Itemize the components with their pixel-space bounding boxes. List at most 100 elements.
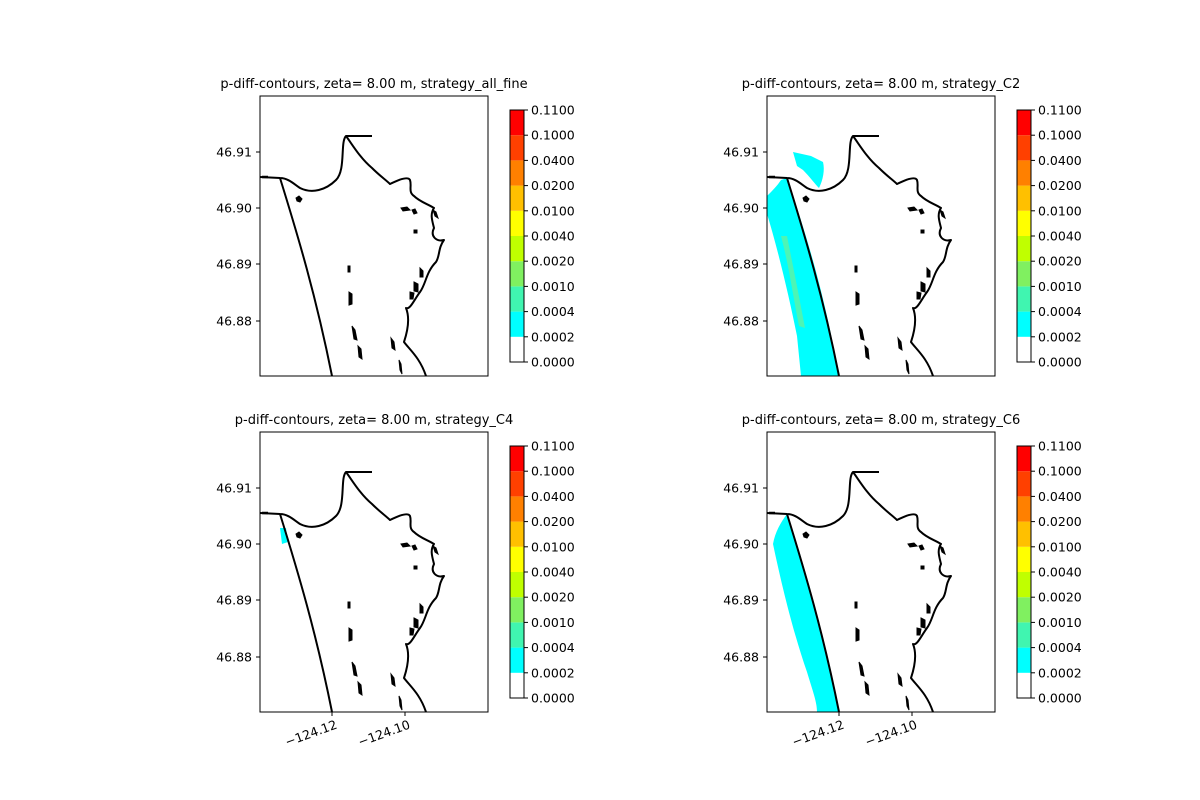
- colorbar-segment: [1017, 496, 1031, 522]
- colorbar-label: 0.0400: [1038, 153, 1082, 168]
- islet: [398, 695, 403, 711]
- map-panel: p-diff-contours, zeta= 8.00 m, strategy_…: [723, 413, 1082, 749]
- colorbar-label: 0.0000: [1038, 355, 1082, 370]
- colorbar-segment: [1017, 236, 1031, 262]
- y-tick-label: 46.91: [723, 145, 759, 160]
- islet: [400, 206, 412, 212]
- colorbar-segment: [510, 546, 524, 572]
- colorbar: 0.0000 0.0002 0.0004 0.0010 0.0020 0.0040 0.01…: [1016, 103, 1082, 370]
- islet: [897, 336, 903, 352]
- panel-title: p-diff-contours, zeta= 8.00 m, strategy_…: [742, 77, 1020, 92]
- colorbar-segment: [1017, 572, 1031, 598]
- islet: [864, 344, 870, 361]
- colorbar: 0.0000 0.0002 0.0004 0.0010 0.0020 0.0040 0.01…: [509, 103, 575, 370]
- x-tick-label: −124.12: [283, 717, 339, 750]
- colorbar-label: 0.0020: [531, 590, 575, 605]
- colorbar-label: 0.0200: [1038, 514, 1082, 529]
- islet: [413, 229, 418, 234]
- map-content: [767, 135, 952, 376]
- islet: [905, 359, 910, 375]
- y-tick-label: 46.89: [216, 593, 252, 608]
- islet: [347, 265, 351, 273]
- islet: [939, 544, 946, 556]
- colorbar-segment: [1017, 210, 1031, 236]
- colorbar-segment: [1017, 546, 1031, 572]
- colorbar-segment: [510, 160, 524, 186]
- colorbar: 0.0000 0.0002 0.0004 0.0010 0.0020 0.0040 0.01…: [509, 439, 575, 706]
- colorbar-label: 0.0040: [1038, 229, 1082, 244]
- colorbar-label: 0.1100: [531, 439, 575, 454]
- y-tick-label: 46.91: [723, 481, 759, 496]
- axes-frame: [766, 431, 996, 713]
- islet: [357, 680, 363, 697]
- islet: [357, 344, 363, 361]
- islet: [916, 627, 922, 636]
- islet: [409, 291, 415, 300]
- colorbar-segment: [1017, 110, 1031, 136]
- colorbar-label: 0.0002: [531, 329, 575, 344]
- panel-title: p-diff-contours, zeta= 8.00 m, strategy_…: [220, 77, 527, 92]
- beach-line: [279, 513, 333, 712]
- map-content: [260, 135, 445, 376]
- colorbar-label: 0.0020: [1038, 254, 1082, 269]
- islet: [926, 266, 931, 278]
- colorbar-segment: [510, 622, 524, 648]
- islet: [411, 544, 418, 551]
- colorbar-label: 0.0400: [531, 489, 575, 504]
- islet: [400, 542, 412, 548]
- x-tick-label: −124.12: [790, 717, 846, 750]
- y-tick-label: 46.88: [723, 650, 759, 665]
- colorbar-segment: [510, 110, 524, 136]
- beach-line: [786, 177, 840, 376]
- colorbar-segment: [510, 336, 524, 362]
- islet: [398, 359, 403, 375]
- colorbar-segment: [1017, 286, 1031, 312]
- colorbar-label: 0.0200: [531, 514, 575, 529]
- panel-title: p-diff-contours, zeta= 8.00 m, strategy_…: [235, 413, 513, 428]
- colorbar-label: 0.0100: [531, 539, 575, 554]
- islet: [918, 544, 925, 551]
- colorbar-segment: [510, 236, 524, 262]
- islet: [802, 531, 810, 539]
- beach-line: [279, 177, 333, 376]
- colorbar-segment: [1017, 471, 1031, 497]
- coastline: [260, 471, 445, 712]
- colorbar-label: 0.1000: [1038, 464, 1082, 479]
- islet: [854, 265, 858, 273]
- colorbar-label: 0.0400: [531, 153, 575, 168]
- colorbar-label: 0.0010: [531, 615, 575, 630]
- islet: [920, 229, 925, 234]
- x-tick-label: −124.10: [356, 717, 412, 750]
- colorbar-label: 0.0002: [531, 665, 575, 680]
- colorbar-label: 0.0010: [1038, 615, 1082, 630]
- colorbar-label: 0.0000: [531, 691, 575, 706]
- y-tick-label: 46.90: [723, 537, 759, 552]
- colorbar-segment: [1017, 647, 1031, 673]
- y-tick-label: 46.88: [216, 650, 252, 665]
- islet: [351, 661, 358, 677]
- colorbar-segment: [510, 286, 524, 312]
- colorbar-segment: [1017, 672, 1031, 698]
- map-content: [767, 471, 952, 712]
- colorbar-label: 0.0040: [531, 229, 575, 244]
- islet: [295, 531, 303, 539]
- colorbar-segment: [1017, 311, 1031, 337]
- islet: [419, 266, 424, 278]
- islet: [419, 602, 424, 614]
- colorbar-segment: [1017, 261, 1031, 287]
- islet: [939, 208, 946, 220]
- colorbar-label: 0.1000: [531, 128, 575, 143]
- colorbar-segment: [510, 572, 524, 598]
- colorbar-segment: [510, 471, 524, 497]
- colorbar-label: 0.0100: [1038, 539, 1082, 554]
- colorbar-segment: [1017, 446, 1031, 472]
- coastline: [767, 471, 952, 712]
- islet: [413, 617, 419, 629]
- axes-frame: [259, 95, 489, 377]
- pdiff-contour-fill: [793, 152, 824, 188]
- y-tick-label: 46.90: [216, 201, 252, 216]
- map-content: [260, 471, 445, 712]
- colorbar-segment: [510, 261, 524, 287]
- colorbar-segment: [510, 597, 524, 623]
- colorbar-segment: [510, 647, 524, 673]
